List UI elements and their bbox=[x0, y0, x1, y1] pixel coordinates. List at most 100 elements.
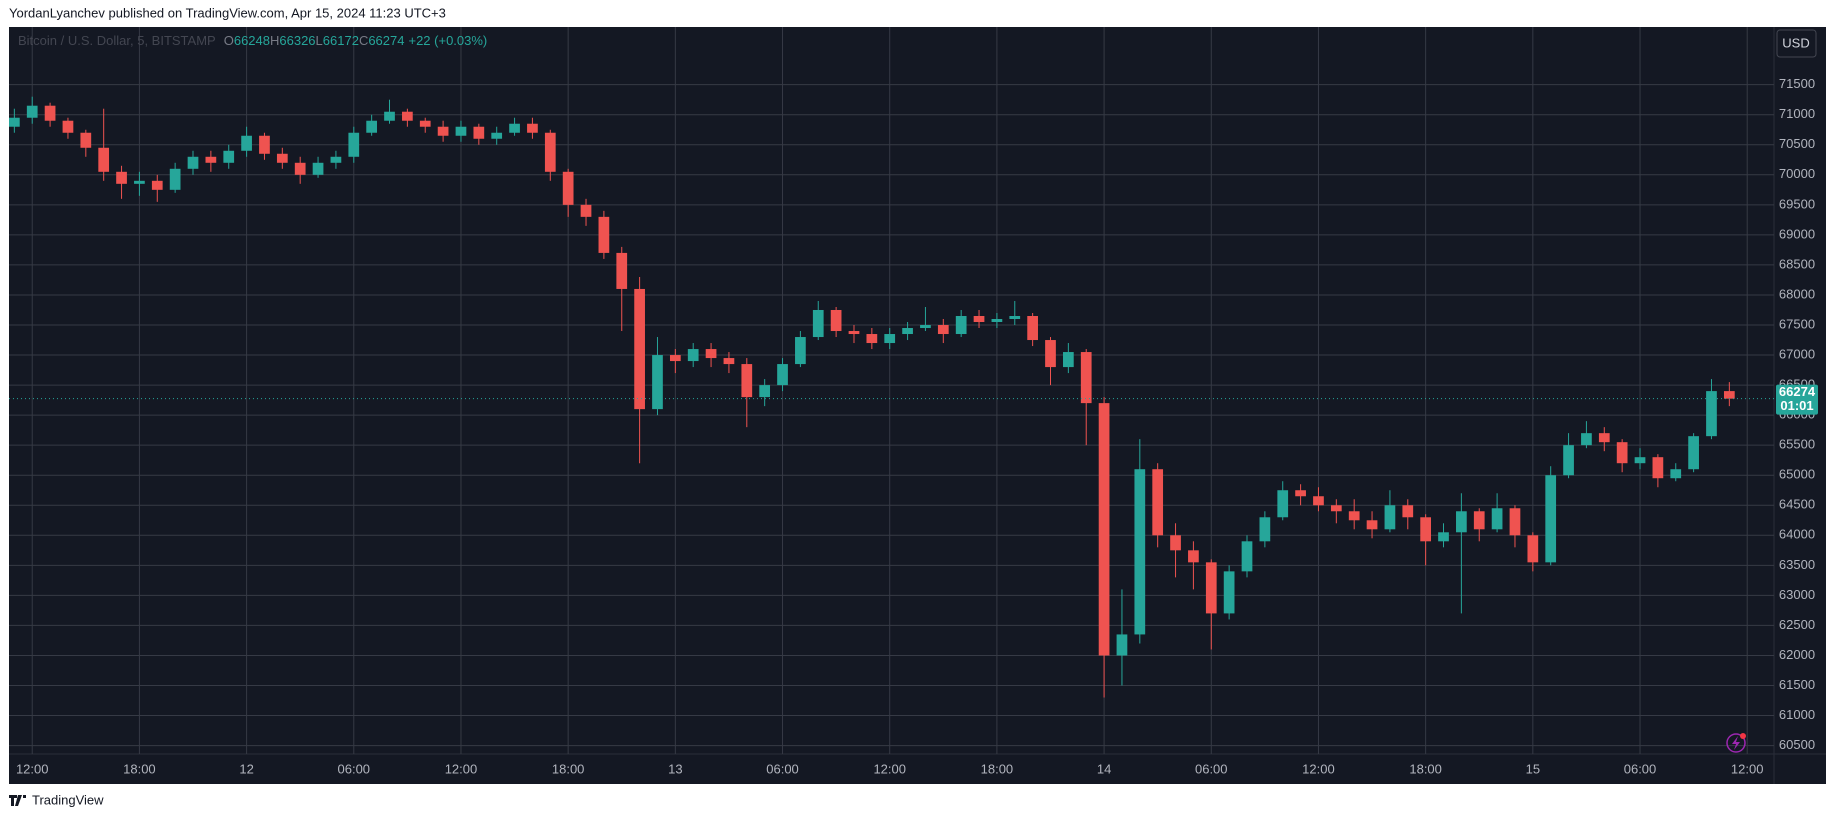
x-tick-label: 12:00 bbox=[873, 761, 906, 776]
y-tick-label: 71000 bbox=[1779, 106, 1815, 121]
candle-body bbox=[812, 309, 824, 338]
last-price-box bbox=[1776, 384, 1818, 415]
ohlc-label: L bbox=[316, 33, 323, 48]
candle-body bbox=[44, 105, 56, 121]
x-tick-label: 12:00 bbox=[445, 761, 478, 776]
x-tick-label: 06:00 bbox=[766, 761, 799, 776]
chart-panel bbox=[9, 27, 1826, 784]
candle-body bbox=[705, 349, 717, 359]
currency-label: USD bbox=[1782, 35, 1809, 50]
x-tick-label: 12:00 bbox=[1731, 761, 1764, 776]
candle-body bbox=[241, 135, 252, 151]
logo-mark bbox=[9, 795, 26, 806]
candle-body bbox=[276, 153, 288, 163]
candle-body bbox=[1313, 496, 1324, 506]
candle-body bbox=[437, 126, 449, 136]
candle-body bbox=[1402, 505, 1414, 518]
candle-body bbox=[1098, 403, 1110, 656]
x-tick-label: 13 bbox=[668, 761, 682, 776]
symbol-name: Bitcoin / U.S. Dollar, 5, BITSTAMP bbox=[18, 33, 216, 48]
candle-body bbox=[402, 111, 413, 121]
candle-body bbox=[1330, 505, 1342, 512]
candle-body bbox=[634, 288, 645, 410]
ohlc-value: 66274 bbox=[368, 33, 404, 48]
candle-body bbox=[1670, 469, 1682, 479]
candle-body bbox=[1706, 391, 1717, 437]
y-tick-label: 62500 bbox=[1779, 617, 1815, 632]
candle-body bbox=[955, 315, 967, 335]
ohlc-value: 66172 bbox=[323, 33, 359, 48]
change-value: +22 (+0.03%) bbox=[408, 33, 487, 48]
y-tick-label: 71500 bbox=[1779, 76, 1815, 91]
icon-bolt bbox=[1732, 736, 1740, 750]
candle-body bbox=[527, 123, 538, 133]
brand-logo bbox=[9, 795, 26, 806]
candle-body bbox=[616, 252, 628, 289]
symbol-legend: Bitcoin / U.S. Dollar, 5, BITSTAMP O66248… bbox=[18, 33, 487, 48]
ohlc-value: 66248 bbox=[234, 33, 270, 48]
candle-body bbox=[9, 117, 20, 127]
candle-body bbox=[1259, 517, 1271, 542]
candle-body bbox=[384, 111, 395, 121]
candle-body bbox=[1348, 511, 1360, 521]
candle-body bbox=[1295, 490, 1306, 497]
publish-header: YordanLyanchev published on TradingView.… bbox=[9, 5, 446, 20]
candle-body bbox=[312, 162, 324, 175]
y-tick-label: 69500 bbox=[1779, 196, 1815, 211]
candle-body bbox=[1170, 535, 1181, 551]
y-tick-label: 69000 bbox=[1779, 226, 1815, 241]
ohlc-label: O bbox=[224, 33, 234, 48]
candle-body bbox=[1241, 541, 1253, 572]
candle-body bbox=[1688, 436, 1699, 470]
ohlc-value: 66326 bbox=[279, 33, 315, 48]
y-tick-label: 60500 bbox=[1779, 737, 1815, 752]
y-tick-label: 63000 bbox=[1779, 587, 1815, 602]
candle-body bbox=[80, 132, 92, 148]
icon-ring bbox=[1726, 733, 1746, 753]
y-tick-label: 68000 bbox=[1779, 286, 1815, 301]
candle-body bbox=[1420, 517, 1432, 542]
last-price-value: 66274 bbox=[1779, 384, 1816, 399]
candle-body bbox=[1723, 391, 1735, 399]
candle-body bbox=[1509, 508, 1521, 536]
candle-body bbox=[294, 162, 306, 175]
candle-body bbox=[1598, 433, 1610, 443]
candle-body bbox=[223, 150, 235, 163]
candle-body bbox=[1384, 505, 1396, 530]
candle-body bbox=[1545, 475, 1557, 563]
candle-body bbox=[544, 132, 556, 172]
candle-body bbox=[723, 358, 735, 365]
candle-body bbox=[1188, 550, 1199, 563]
candle-body bbox=[419, 120, 431, 127]
candle-body bbox=[330, 156, 342, 163]
candle-body bbox=[1473, 511, 1485, 530]
y-tick-label: 62000 bbox=[1779, 647, 1815, 662]
x-tick-label: 06:00 bbox=[1195, 761, 1228, 776]
candle-body bbox=[1616, 442, 1628, 464]
candle-body bbox=[884, 334, 896, 344]
x-tick-label: 06:00 bbox=[338, 761, 371, 776]
currency-button[interactable] bbox=[1776, 29, 1817, 58]
candle-body bbox=[1009, 315, 1021, 320]
x-tick-label: 15 bbox=[1526, 761, 1540, 776]
candle-body bbox=[652, 355, 663, 410]
candle-body bbox=[991, 319, 1003, 323]
x-tick-label: 18:00 bbox=[1409, 761, 1442, 776]
candle-body bbox=[741, 364, 753, 398]
candle-body bbox=[455, 126, 467, 136]
x-tick-label: 06:00 bbox=[1624, 761, 1657, 776]
candle-body bbox=[187, 156, 199, 169]
candle-body bbox=[1205, 562, 1217, 614]
candle-body bbox=[62, 120, 74, 133]
x-tick-label: 18:00 bbox=[552, 761, 585, 776]
candle-body bbox=[1634, 457, 1646, 464]
candle-body bbox=[902, 328, 913, 335]
candle-body bbox=[1152, 469, 1164, 536]
candle-body bbox=[1080, 352, 1092, 404]
candle-body bbox=[669, 355, 681, 362]
candle-body bbox=[1116, 634, 1128, 656]
candle-body bbox=[1027, 315, 1038, 341]
ohlc-label: C bbox=[359, 33, 368, 48]
lightning-icon bbox=[1726, 733, 1746, 753]
ohlc-label: H bbox=[270, 33, 279, 48]
